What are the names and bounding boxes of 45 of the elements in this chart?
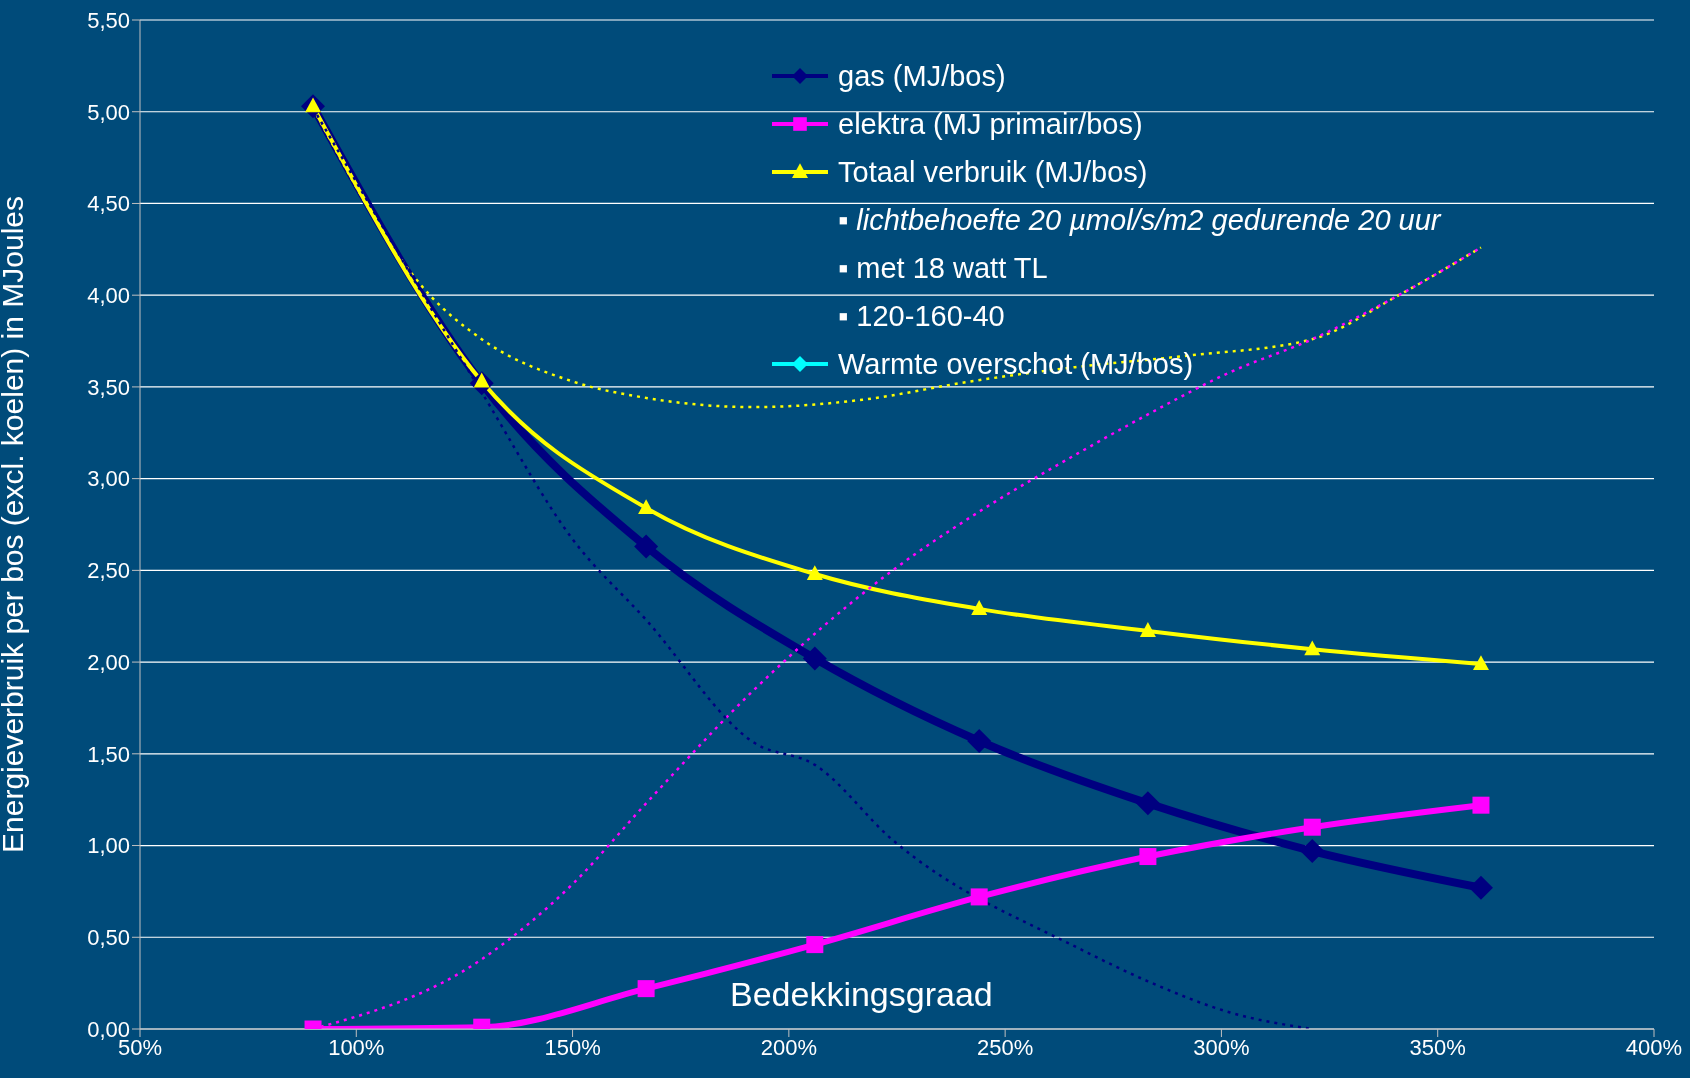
point	[1135, 791, 1160, 816]
y-tick-label: 5,50	[87, 7, 130, 33]
y-axis-title: Energieverbruik per bos (excl. koelen) in MJoules	[0, 196, 29, 853]
point	[1139, 622, 1156, 637]
point	[1472, 796, 1490, 814]
point	[967, 728, 992, 753]
y-tick-label: 0,50	[87, 925, 130, 951]
legend-label: Totaal verbruik (MJ/bos)	[838, 155, 1148, 189]
annotation: ▪ 120-160-40	[838, 299, 1005, 333]
legend-label: elektra (MJ primair/bos)	[838, 107, 1143, 141]
y-tick-label: 4,00	[87, 282, 130, 308]
x-tick-label: 150%	[544, 1034, 601, 1060]
legend-label: Warmte overschot (MJ/bos)	[838, 347, 1194, 381]
point	[806, 565, 823, 581]
point	[971, 600, 988, 615]
y-tick-label: 3,00	[87, 466, 130, 492]
point	[638, 499, 655, 514]
point	[1139, 848, 1157, 866]
y-tick-label: 2,50	[87, 558, 130, 584]
y-tick-label: 1,50	[87, 741, 130, 767]
x-tick-label: 100%	[328, 1034, 385, 1060]
point	[802, 646, 827, 671]
legend-label: gas (MJ/bos)	[838, 59, 1006, 93]
point	[806, 936, 824, 954]
annotation: Bedekkingsgraad	[730, 975, 993, 1014]
annotation: ▪ met 18 watt TL	[838, 251, 1048, 285]
x-tick-label: 350%	[1409, 1034, 1466, 1060]
point	[1468, 875, 1493, 900]
point	[1304, 640, 1321, 656]
y-tick-label: 3,50	[87, 374, 130, 400]
annotation: ▪ lichtbehoefte 20 µmol/s/m2 gedurende 20 uur	[838, 203, 1441, 237]
x-tick-label: 400%	[1625, 1034, 1683, 1060]
y-tick-label: 5,00	[87, 99, 130, 125]
x-tick-label: 300%	[1193, 1034, 1250, 1060]
x-tick-label: 250%	[977, 1034, 1034, 1060]
point	[1472, 655, 1489, 670]
point	[634, 534, 659, 559]
point	[1303, 818, 1321, 836]
y-tick-label: 2,00	[87, 649, 130, 675]
point	[637, 980, 655, 998]
y-tick-label: 4,50	[87, 191, 130, 217]
point	[1300, 839, 1325, 864]
y-tick-label: 1,00	[87, 833, 130, 859]
point	[970, 888, 988, 906]
x-tick-label: 200%	[760, 1034, 817, 1060]
